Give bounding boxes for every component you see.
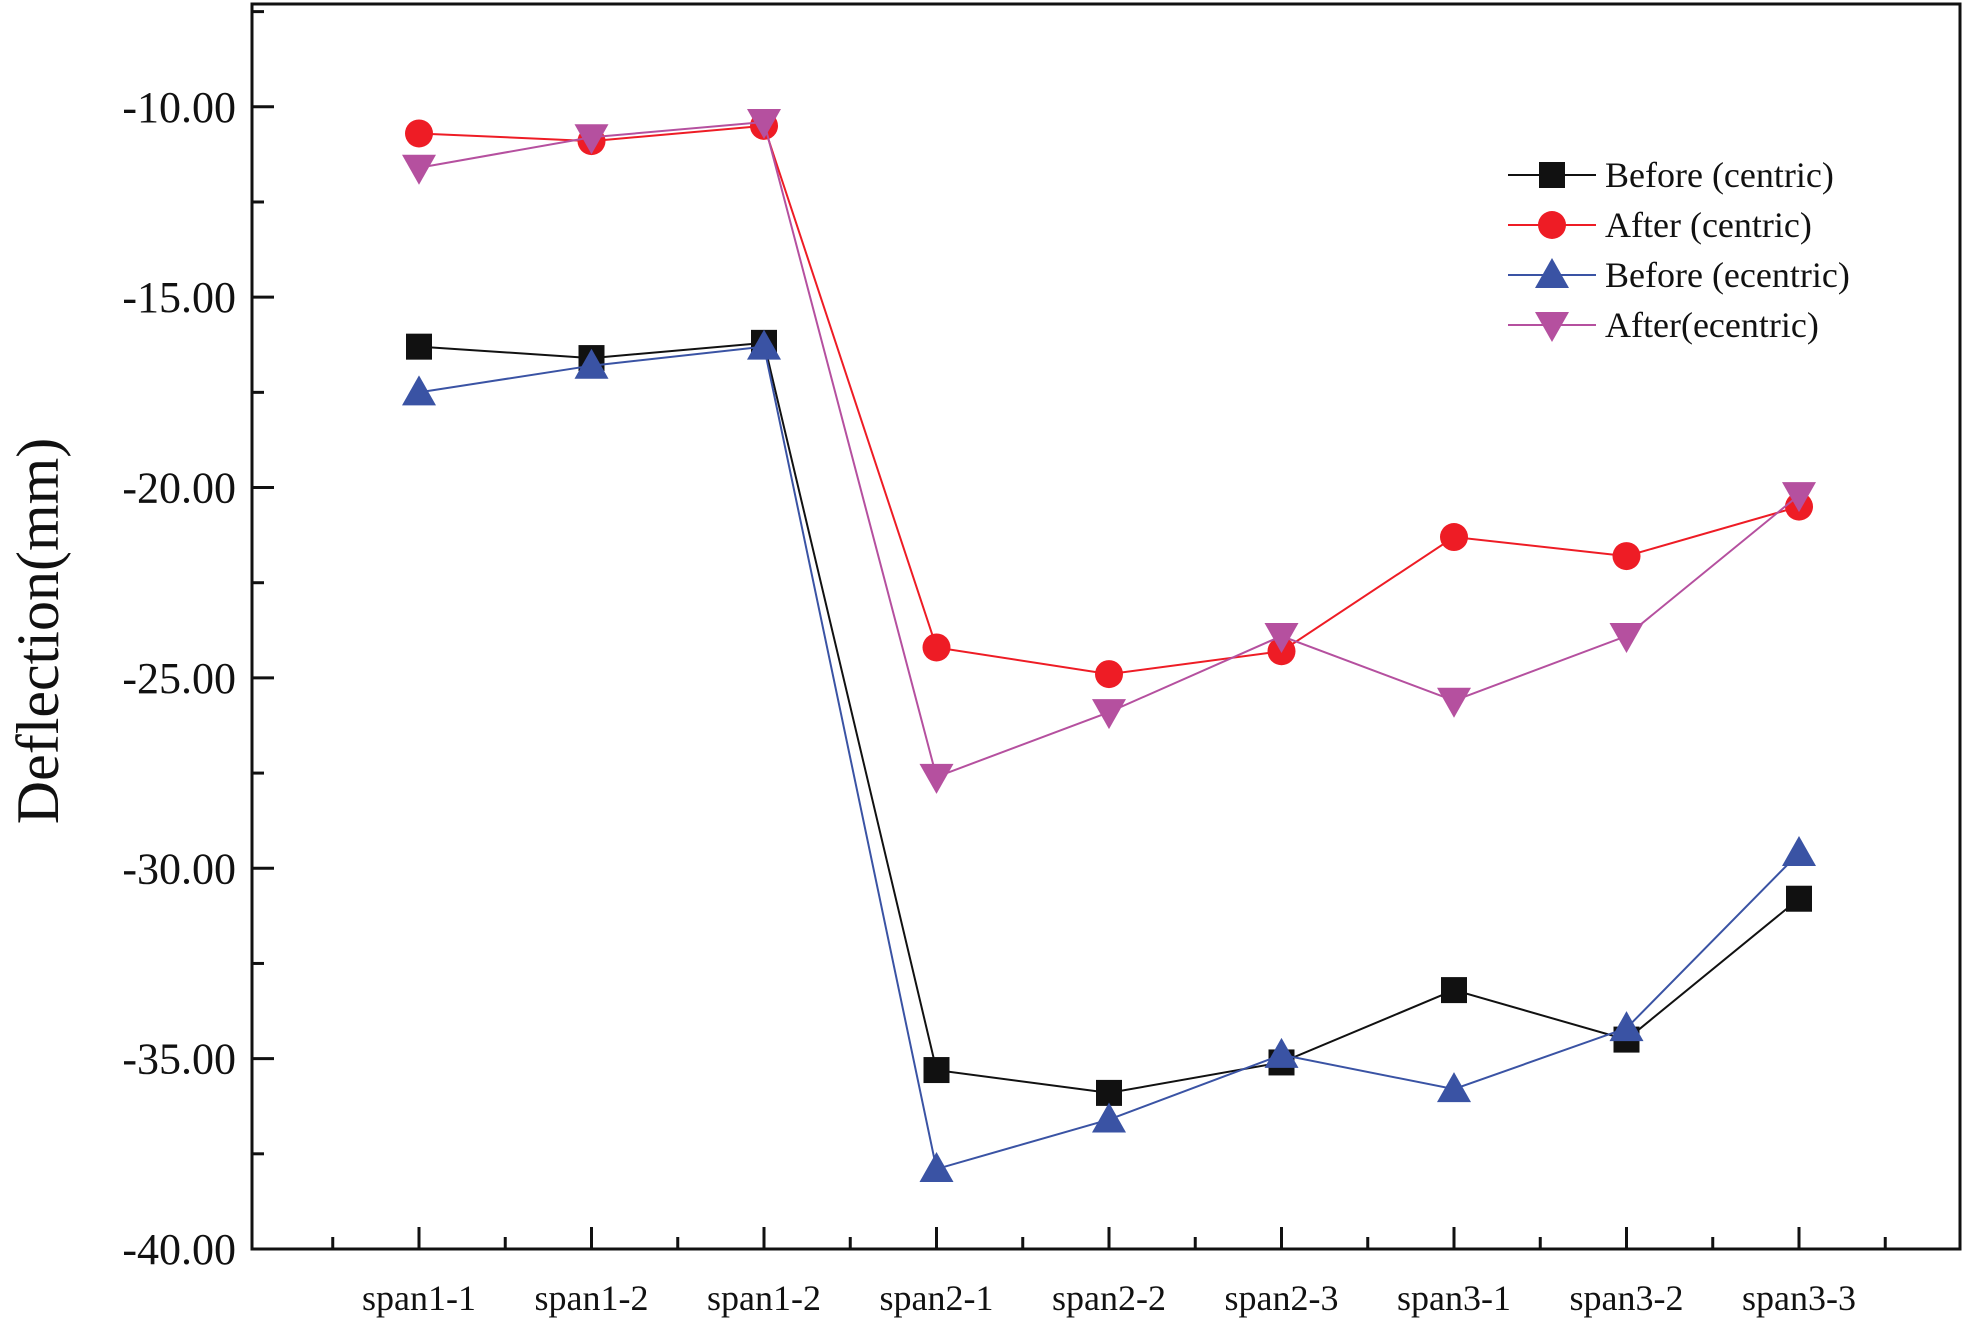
- series-3: [402, 329, 1816, 1183]
- legend-label: Before (ecentric): [1605, 255, 1850, 295]
- series-layer: [402, 109, 1816, 1183]
- legend: Before (centric) After (centric) Before (e…: [1508, 155, 1850, 345]
- legend-marker: [1535, 312, 1569, 342]
- x-tick-label: span2-2: [1052, 1278, 1166, 1318]
- y-tick-label: -40.00: [122, 1225, 236, 1274]
- data-point: [1609, 1011, 1644, 1042]
- y-tick-label: -20.00: [122, 464, 236, 513]
- x-tick-label: span1-2: [535, 1278, 649, 1318]
- data-point: [1609, 623, 1644, 654]
- legend-label: After (centric): [1605, 205, 1812, 245]
- data-point: [406, 333, 432, 360]
- legend-item-2: After (centric): [1508, 205, 1812, 245]
- data-point: [1782, 836, 1816, 867]
- series-line: [418, 345, 1800, 1171]
- data-point: [1612, 542, 1641, 571]
- legend-label: Before (centric): [1605, 155, 1834, 195]
- data-point: [574, 124, 609, 155]
- x-tick-label: span3-3: [1742, 1278, 1856, 1318]
- legend-item-3: Before (ecentric): [1508, 255, 1850, 295]
- x-tick-label: span1-2: [707, 1278, 821, 1318]
- x-tick-label: span3-2: [1570, 1278, 1684, 1318]
- data-point: [1437, 1072, 1471, 1103]
- legend-item-1: Before (centric): [1508, 155, 1834, 195]
- data-point: [1441, 977, 1467, 1004]
- x-tick-label: span2-3: [1225, 1278, 1339, 1318]
- legend-marker: [1539, 162, 1565, 188]
- data-point: [1092, 1102, 1126, 1133]
- y-tick-label: -25.00: [122, 654, 236, 703]
- data-point: [923, 1057, 950, 1084]
- data-point: [574, 348, 609, 379]
- data-point: [1437, 687, 1471, 718]
- data-point: [1782, 482, 1816, 513]
- legend-marker: [1535, 258, 1569, 288]
- legend-label: After(ecentric): [1605, 305, 1819, 345]
- data-point: [1440, 523, 1468, 552]
- y-tick-label: -15.00: [122, 273, 236, 322]
- data-point: [919, 1152, 954, 1183]
- data-point: [1095, 660, 1123, 689]
- data-point: [747, 329, 781, 360]
- series-line: [418, 124, 1800, 676]
- data-point: [922, 633, 951, 662]
- legend-marker: [1538, 211, 1566, 239]
- data-point: [1786, 885, 1812, 912]
- series-4: [402, 109, 1816, 794]
- data-point: [402, 154, 436, 185]
- axes: -10.00 -15.00 -20.00 -25.00 -30.00 -35.00 -40.…: [122, 2, 1962, 1318]
- data-point: [919, 763, 954, 794]
- data-point: [402, 375, 436, 406]
- series-2: [405, 111, 1813, 689]
- data-point: [1092, 699, 1126, 730]
- y-axis-title: Deflection(mm): [5, 438, 71, 825]
- legend-item-4: After(ecentric): [1508, 305, 1819, 345]
- data-point: [1264, 623, 1299, 654]
- x-tick-label: span2-1: [880, 1278, 994, 1318]
- data-point: [1264, 1037, 1299, 1068]
- y-tick-label: -30.00: [122, 844, 236, 893]
- data-point: [747, 109, 781, 140]
- data-point: [1096, 1079, 1122, 1106]
- data-point: [405, 119, 433, 148]
- y-tick-label: -10.00: [122, 83, 236, 132]
- plot-frame: [250, 2, 1962, 1251]
- x-tick-label: span3-1: [1397, 1278, 1511, 1318]
- y-tick-label: -35.00: [122, 1035, 236, 1084]
- x-tick-label: span1-1: [362, 1278, 476, 1318]
